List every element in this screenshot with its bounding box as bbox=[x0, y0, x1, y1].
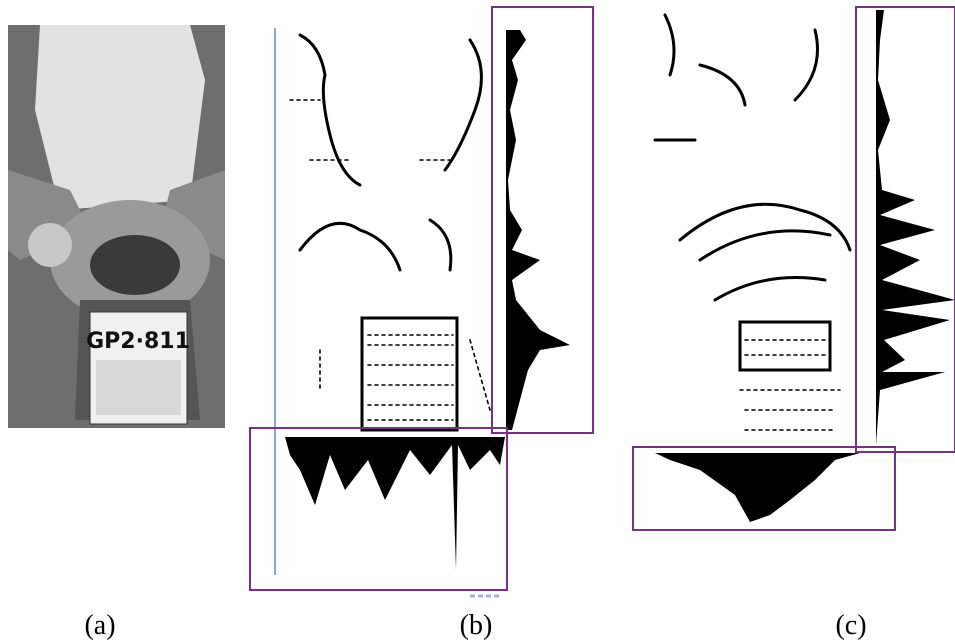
edge-panel-b bbox=[250, 7, 593, 596]
plate-texture bbox=[368, 335, 453, 420]
vertical-projection bbox=[876, 10, 955, 445]
figure: GP2·811 (a) (b) (c) bbox=[0, 0, 955, 642]
caption: (a) bbox=[84, 610, 115, 641]
edge-stroke bbox=[700, 231, 830, 300]
photo-panel: GP2·811 bbox=[8, 25, 225, 428]
horizontal-projection bbox=[655, 453, 860, 522]
edge-stroke bbox=[430, 220, 451, 270]
tail-light bbox=[90, 235, 180, 295]
plate-lower bbox=[96, 360, 181, 415]
edge-stroke bbox=[300, 223, 400, 270]
plate-edge bbox=[740, 322, 830, 370]
helmet bbox=[28, 223, 72, 267]
edge-stroke bbox=[300, 35, 360, 185]
plate-texture bbox=[740, 340, 840, 430]
edge-panel-c bbox=[633, 7, 955, 530]
edge-stroke bbox=[655, 15, 818, 140]
caption: (c) bbox=[835, 610, 866, 641]
horizontal-projection bbox=[285, 437, 505, 570]
edge-stroke bbox=[445, 40, 481, 170]
caption: (b) bbox=[460, 610, 493, 641]
vertical-projection bbox=[506, 30, 570, 430]
shirt bbox=[35, 25, 205, 210]
plate-text: GP2·811 bbox=[86, 329, 190, 354]
page: {"panels": [{"caption": "(a)", "plate_te… bbox=[0, 0, 955, 642]
edge-stroke bbox=[680, 204, 850, 250]
